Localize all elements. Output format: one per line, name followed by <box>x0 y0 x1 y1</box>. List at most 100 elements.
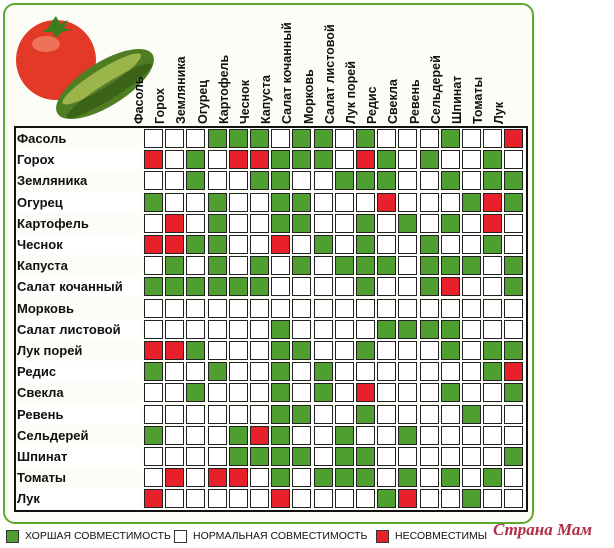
compatibility-cell <box>228 425 248 445</box>
compatibility-cell <box>334 341 354 360</box>
compatibility-cell <box>228 129 248 148</box>
compatibility-cell <box>504 235 524 254</box>
compatibility-cell <box>377 192 397 212</box>
compatibility-cell <box>398 404 418 424</box>
compatibility-cell <box>292 447 312 466</box>
compatibility-cell <box>377 489 397 509</box>
legend-label: НОРМАЛЬНАЯ СОВМЕСТИМОСТЬ <box>193 530 368 542</box>
compatibility-cell <box>165 425 185 445</box>
compatibility-cell <box>144 171 163 191</box>
column-header-label: Томаты <box>471 76 486 124</box>
compatibility-cell <box>165 362 185 382</box>
compatibility-cell <box>419 404 439 424</box>
compatibility-cell <box>271 150 291 170</box>
compatibility-cell <box>483 425 503 445</box>
compatibility-cell <box>207 447 227 466</box>
column-header-label: Капуста <box>259 75 274 124</box>
compatibility-cell <box>462 383 481 403</box>
compatibility-cell <box>186 277 206 297</box>
compatibility-cell <box>334 150 354 170</box>
compatibility-cell <box>271 277 291 297</box>
compatibility-cell <box>483 383 503 403</box>
compatibility-cell <box>462 171 481 191</box>
compatibility-cell <box>462 362 481 382</box>
compatibility-cell <box>462 319 481 339</box>
compatibility-cell <box>186 171 206 191</box>
compatibility-cell <box>271 235 291 254</box>
compatibility-cell <box>462 277 481 297</box>
compatibility-cell <box>250 192 269 212</box>
compatibility-cell <box>271 447 291 466</box>
compatibility-cell <box>398 447 418 466</box>
compatibility-cell <box>271 129 291 148</box>
compatibility-cell <box>483 213 503 233</box>
compatibility-cell <box>186 468 206 488</box>
compatibility-cell <box>440 383 460 403</box>
compatibility-cell <box>356 468 375 488</box>
compatibility-cell <box>271 256 291 276</box>
compatibility-cell <box>398 319 418 339</box>
row-header: Земляника <box>17 173 88 189</box>
row-header: Лук порей <box>17 343 83 358</box>
compatibility-cell <box>228 383 248 403</box>
compatibility-cell <box>440 256 460 276</box>
compatibility-cell <box>292 489 312 509</box>
compatibility-cell <box>504 468 524 488</box>
compatibility-cell <box>186 129 206 148</box>
compatibility-cell <box>144 447 163 466</box>
compatibility-cell <box>398 150 418 170</box>
compatibility-cell <box>313 341 333 360</box>
compatibility-cell <box>250 404 269 424</box>
compatibility-cell <box>271 171 291 191</box>
compatibility-cell <box>440 404 460 424</box>
watermark: Страна Мам <box>493 520 593 539</box>
compatibility-cell <box>228 341 248 360</box>
tomato-highlight <box>32 36 60 52</box>
compatibility-cell <box>356 341 375 360</box>
compatibility-cell <box>356 362 375 382</box>
row-header: Шпинат <box>14 446 140 467</box>
row-header: Морковь <box>17 300 74 316</box>
compatibility-cell <box>207 213 227 233</box>
compatibility-cell <box>186 362 206 382</box>
compatibility-cell <box>228 235 248 254</box>
compatibility-cell <box>419 129 439 148</box>
compatibility-cell <box>186 256 206 276</box>
compatibility-cell <box>271 468 291 488</box>
compatibility-cell <box>398 129 418 148</box>
compatibility-cell <box>228 319 248 339</box>
compatibility-cell <box>165 150 185 170</box>
compatibility-cell <box>483 256 503 276</box>
compatibility-cell <box>144 404 163 424</box>
compatibility-cell <box>483 298 503 318</box>
compatibility-cell <box>144 425 163 445</box>
compatibility-cell <box>250 129 269 148</box>
compatibility-cell <box>207 468 227 488</box>
compatibility-cell <box>207 383 227 403</box>
legend-swatch <box>376 530 389 543</box>
compatibility-cell <box>271 362 291 382</box>
compatibility-cell <box>398 277 418 297</box>
compatibility-cell <box>292 319 312 339</box>
compatibility-cell <box>398 362 418 382</box>
compatibility-cell <box>186 319 206 339</box>
compatibility-cell <box>440 298 460 318</box>
compatibility-cell <box>292 404 312 424</box>
compatibility-cell <box>271 489 291 509</box>
compatibility-cell <box>313 150 333 170</box>
column-header-label: Лук <box>492 102 507 124</box>
compatibility-cell <box>440 362 460 382</box>
compatibility-cell <box>271 404 291 424</box>
compatibility-cell <box>228 489 248 509</box>
compatibility-cell <box>186 341 206 360</box>
compatibility-cell <box>207 341 227 360</box>
compatibility-cell <box>462 447 481 466</box>
compatibility-cell <box>334 277 354 297</box>
column-header-label: Салат кочанный <box>280 22 295 124</box>
compatibility-cell <box>504 256 524 276</box>
compatibility-cell <box>292 235 312 254</box>
column-header-label: Лук порей <box>344 61 358 124</box>
compatibility-cell <box>250 447 269 466</box>
legend-label: НЕСОВМЕСТИМЫ <box>395 530 488 542</box>
compatibility-cell <box>271 298 291 318</box>
